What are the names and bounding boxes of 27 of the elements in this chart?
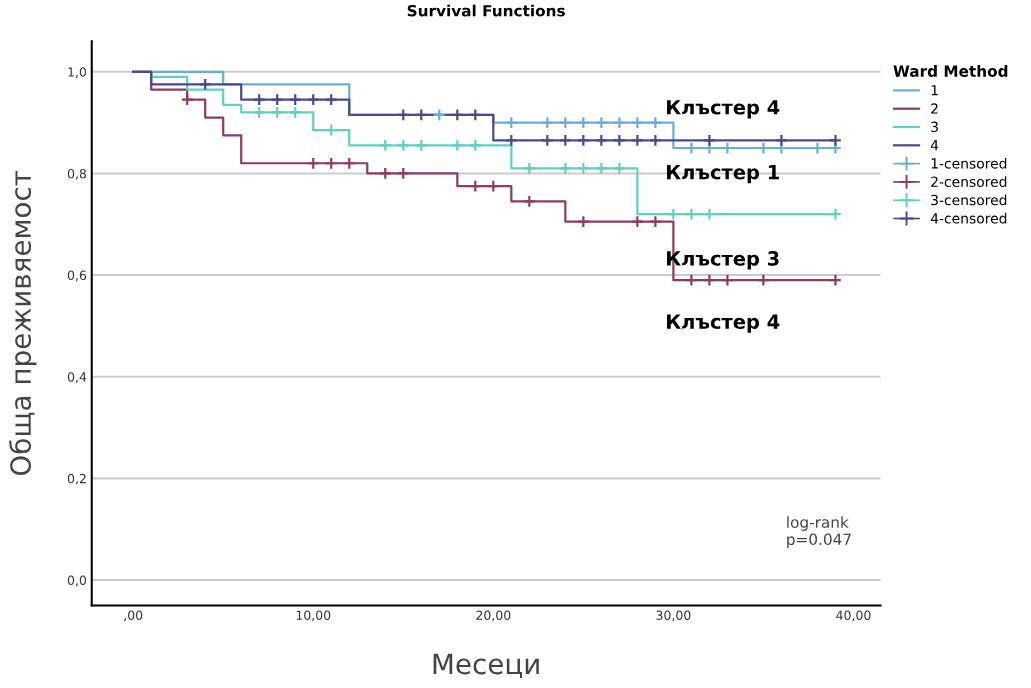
legend-label: 3-censored [931, 194, 1007, 206]
y-tick-label: 0,0 [67, 575, 87, 587]
annotation: Клъстер 4 [667, 314, 780, 333]
x-tick-label: ,00 [124, 610, 143, 622]
y-tick-label: 0,6 [67, 270, 87, 282]
annotation: log-rank p=0.047 [787, 516, 851, 549]
legend-label: 1 [931, 85, 938, 96]
annotation: Клъстер 4 [667, 100, 780, 119]
annotation: Клъстер 1 [667, 165, 779, 184]
legend-label: 2-censored [931, 176, 1007, 187]
y-tick-label: 0,8 [67, 168, 87, 180]
x-tick-label: 30,00 [656, 610, 691, 622]
x-tick-label: 40,00 [836, 610, 871, 622]
x-tick-label: 10,00 [296, 610, 331, 622]
legend-label: 1-censored [931, 157, 1007, 169]
legend-label: 2 [931, 103, 938, 114]
y-tick-label: 1,0 [68, 67, 87, 78]
chart-title: Survival Functions [407, 4, 565, 17]
legend-label: 4 [930, 140, 939, 151]
y-tick-label: 0,2 [67, 473, 86, 485]
x-tick-label: 20,00 [476, 610, 511, 622]
y-tick-label: 0,4 [67, 372, 87, 383]
legend-title: Ward Method [893, 65, 1008, 77]
x-axis-title: Месеци [433, 653, 539, 678]
legend-label: 4-censored [930, 212, 1007, 224]
legend-label: 3 [931, 121, 938, 133]
y-axis-title: Обща преживяемост [9, 170, 37, 476]
